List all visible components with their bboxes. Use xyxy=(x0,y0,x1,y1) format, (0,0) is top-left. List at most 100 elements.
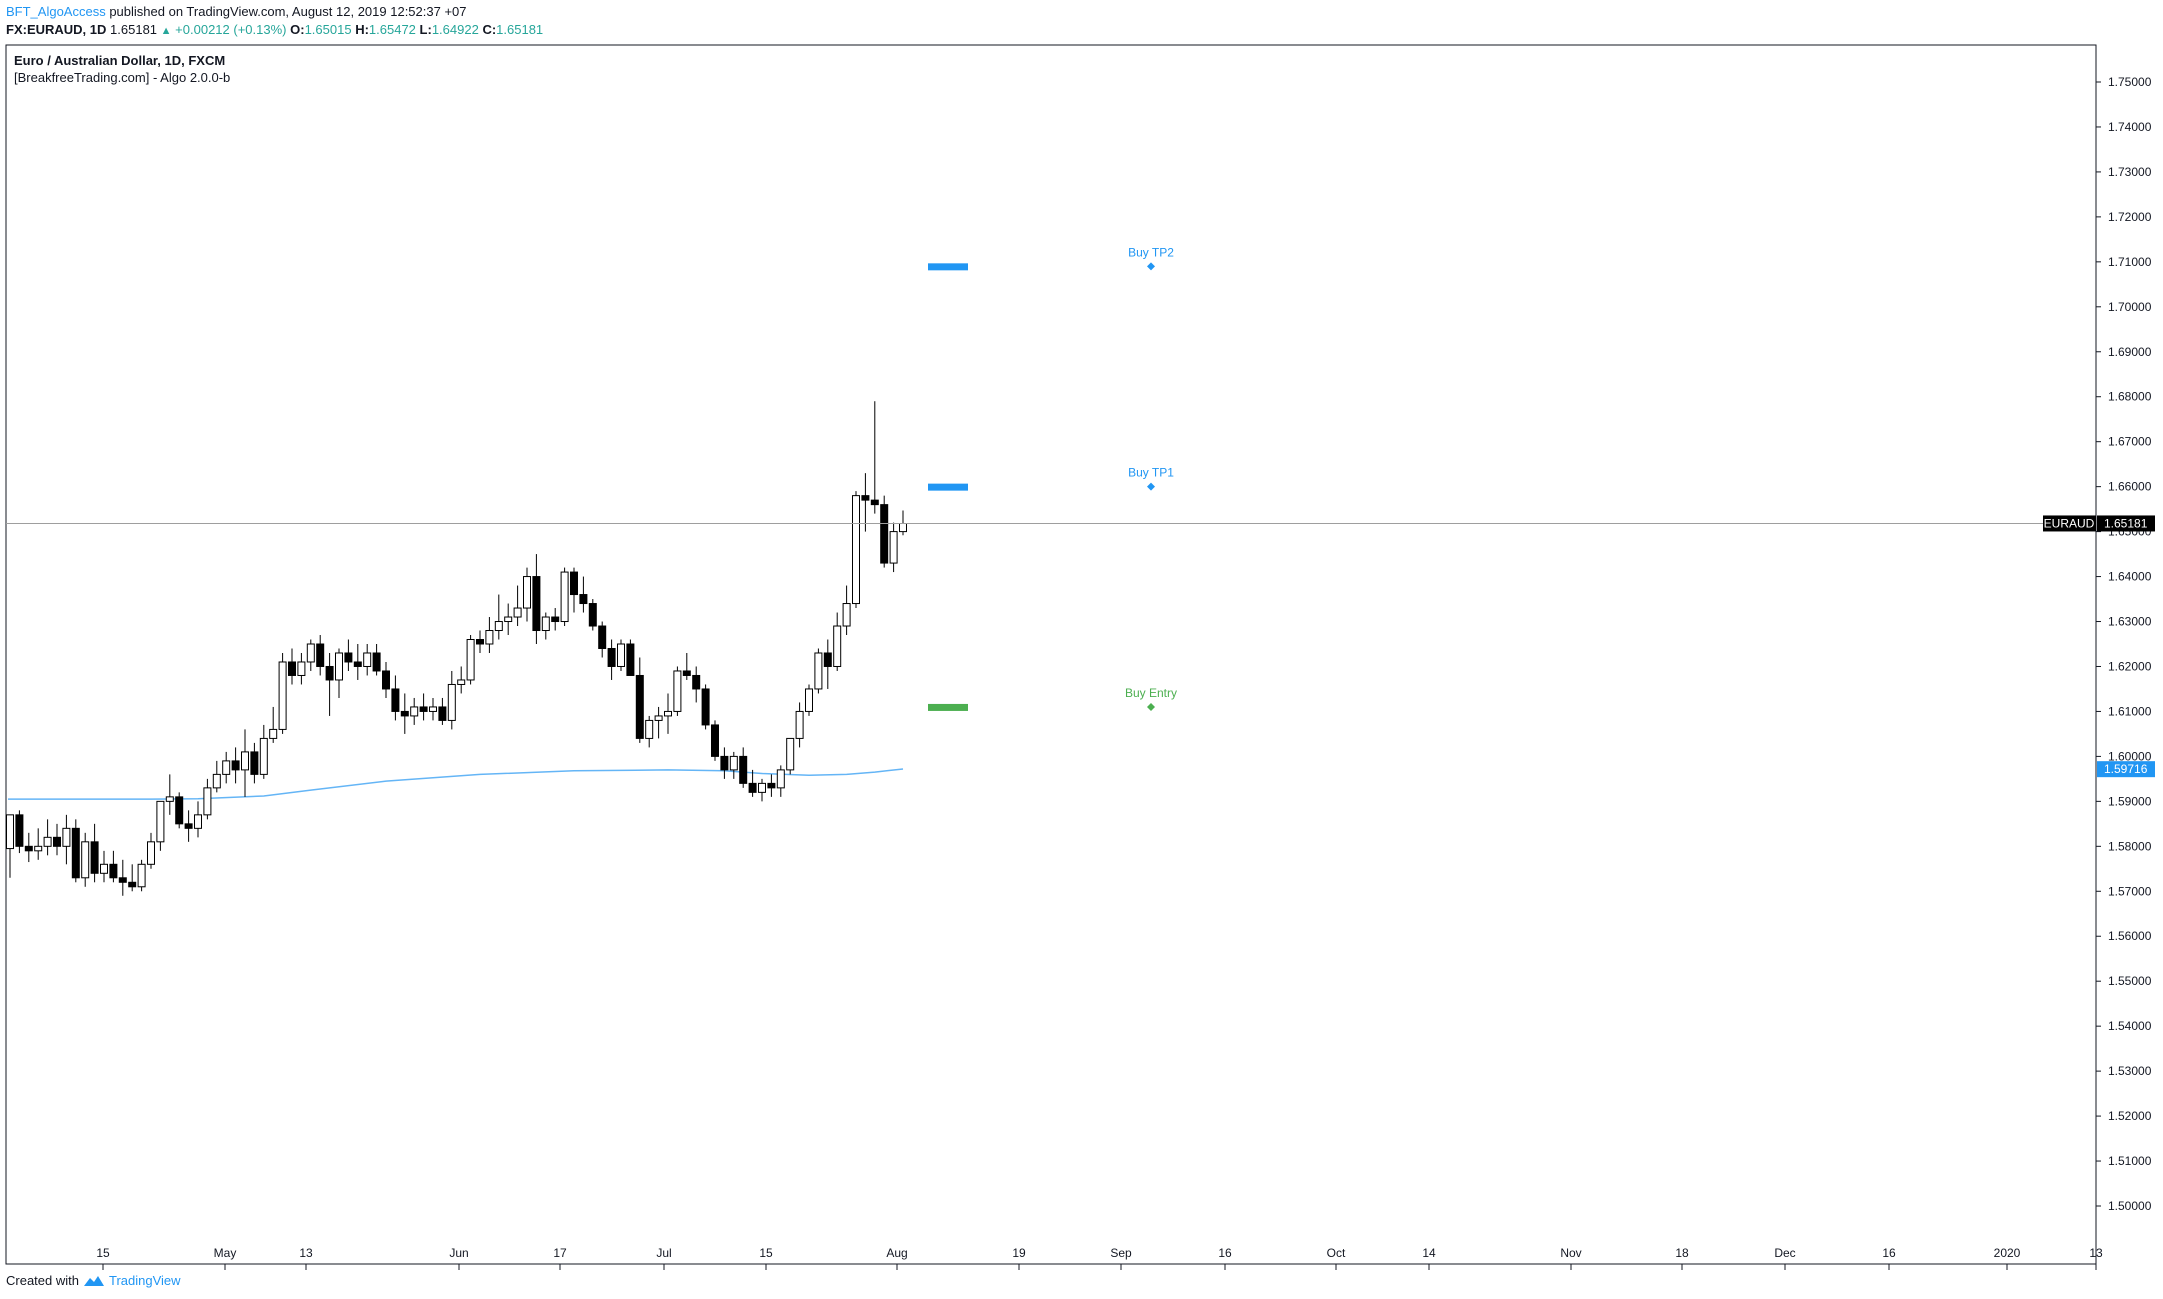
candle-body xyxy=(15,814,24,847)
candle xyxy=(137,859,146,892)
symbol-tag-bg xyxy=(2043,515,2096,532)
y-tick-label: 1.55000 xyxy=(2108,974,2152,988)
candle-body xyxy=(861,495,870,501)
y-tick-label: 1.73000 xyxy=(2108,165,2152,179)
candle-body xyxy=(306,643,315,663)
candle xyxy=(899,510,907,536)
candle xyxy=(250,742,259,784)
candle xyxy=(118,859,127,896)
candle xyxy=(720,747,729,779)
candle-body xyxy=(560,571,569,623)
candle xyxy=(147,832,155,869)
author-link[interactable]: BFT_AlgoAccess xyxy=(6,4,106,19)
x-tick-label: 18 xyxy=(1675,1246,1689,1260)
candle-body xyxy=(579,594,588,605)
y-tick-label: 1.63000 xyxy=(2108,615,2152,629)
candle-body xyxy=(81,841,90,879)
y-axis[interactable]: 1.75000 1.74000 1.73000 1.72000 1.71000 1.700… xyxy=(2096,75,2152,1213)
candle-body xyxy=(222,760,231,775)
candle xyxy=(71,819,80,883)
x-tick-label: 2020 xyxy=(1994,1246,2021,1260)
x-tick-label: 16 xyxy=(1218,1246,1232,1260)
candle-body xyxy=(635,674,644,739)
tradingview-logo-icon xyxy=(83,1275,104,1286)
candle-body xyxy=(523,576,531,609)
candle xyxy=(739,747,748,788)
candle-body xyxy=(795,710,804,739)
candle-body xyxy=(880,504,889,564)
candle xyxy=(259,724,268,779)
candle xyxy=(692,666,701,703)
candle-body xyxy=(391,688,400,712)
candle xyxy=(325,652,334,716)
symbol-tag-label: EURAUD xyxy=(2044,516,2095,530)
candle-body xyxy=(729,755,738,771)
candle-body xyxy=(532,576,541,632)
candle-body xyxy=(711,724,719,757)
close-label: C: xyxy=(482,22,497,37)
candle xyxy=(62,814,71,865)
candle-body xyxy=(673,670,682,712)
candle-body xyxy=(363,652,372,667)
candle-body xyxy=(767,782,776,789)
candle xyxy=(541,612,550,640)
candle-body xyxy=(203,787,212,816)
candle-body xyxy=(692,674,701,690)
candle xyxy=(598,621,607,658)
candle-body xyxy=(175,796,184,825)
symbol-label: FX:EURAUD, 1D xyxy=(6,22,107,37)
x-axis[interactable]: 15 May 13 Jun 17 Jul 15 Aug 19 Sep 16 Oct 14 Nov 18 Dec… xyxy=(96,1246,2103,1270)
candle xyxy=(335,648,343,698)
symbol-info-line: FX:EURAUD, 1D 1.65181 ▲ +0.00212 (+0.13%… xyxy=(6,22,543,37)
candle xyxy=(363,644,372,676)
candle xyxy=(551,608,560,631)
candle xyxy=(372,644,381,676)
created-with-text: Created with xyxy=(6,1273,79,1288)
level-diamond-icon xyxy=(1147,262,1155,271)
y-tick-label: 1.68000 xyxy=(2108,390,2152,404)
level-label: Buy Entry xyxy=(1125,686,1177,700)
candle xyxy=(485,617,494,653)
candle xyxy=(165,774,174,815)
candle-body xyxy=(447,683,456,721)
x-tick-label: 16 xyxy=(1882,1246,1896,1260)
candle xyxy=(43,819,52,856)
candle-body xyxy=(241,751,249,771)
candle-body xyxy=(269,728,278,739)
tradingview-brand[interactable]: TradingView xyxy=(108,1273,181,1288)
last-price-tag: EURAUD 1.65181 xyxy=(2043,515,2155,532)
candle-body xyxy=(664,710,672,717)
candle-body xyxy=(156,800,165,843)
candle-body xyxy=(494,621,503,632)
candle xyxy=(438,697,447,725)
candle xyxy=(523,567,531,622)
candle xyxy=(34,828,43,860)
candle xyxy=(306,639,315,671)
candle xyxy=(222,751,231,784)
candle xyxy=(701,684,710,730)
high-label: H: xyxy=(355,22,369,37)
chart-title: Euro / Australian Dollar, 1D, FXCM xyxy=(14,53,225,68)
candle xyxy=(184,810,193,842)
candle-body xyxy=(250,751,259,775)
candle xyxy=(156,800,165,851)
x-tick-label: Dec xyxy=(1774,1246,1795,1260)
candle-body xyxy=(194,814,202,829)
candle xyxy=(203,778,212,820)
candle xyxy=(776,765,785,797)
y-tick-label: 1.51000 xyxy=(2108,1154,2152,1168)
candle-body xyxy=(823,652,832,667)
candle xyxy=(128,864,137,892)
candle xyxy=(109,850,118,883)
candle-body xyxy=(335,652,343,681)
candle-body xyxy=(184,823,193,829)
published-text: published on TradingView.com, August 12,… xyxy=(109,4,467,19)
candle xyxy=(664,693,672,734)
candle xyxy=(786,737,795,775)
y-tick-label: 1.70000 xyxy=(2108,300,2152,314)
candle xyxy=(175,792,184,829)
candle-body xyxy=(400,710,409,717)
x-tick-label: Aug xyxy=(886,1246,907,1260)
candle-body xyxy=(645,719,654,739)
